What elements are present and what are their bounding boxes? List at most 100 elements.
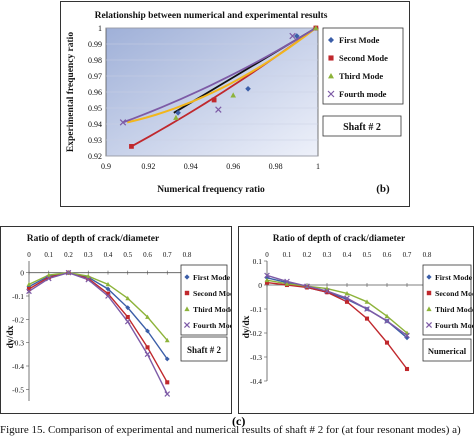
c1-xtick: 0.1 — [44, 251, 53, 259]
c1-xtick: 0.7 — [163, 251, 172, 259]
c2-point — [264, 277, 270, 283]
chart-b-svg: Relationship between numerical and exper… — [66, 11, 404, 195]
c2-point — [404, 332, 410, 339]
c1-point — [46, 275, 51, 280]
chart-b-xtick: 0.92 — [141, 162, 155, 171]
chart-c-right-svg: Ratio of depth of crack/diameter 0.1 0 -0.… — [242, 234, 474, 386]
c1-ytick: -0.2 — [12, 315, 24, 324]
chart-c-left-annotation: Shaft # 2 — [187, 345, 222, 355]
c2-point — [324, 290, 330, 295]
c2-point — [304, 283, 310, 290]
c1-ytick: -0.1 — [12, 292, 24, 301]
c2-ytick: -0.3 — [250, 353, 262, 362]
c2-point — [384, 313, 390, 319]
chart-b-point — [245, 86, 251, 92]
c1-point — [145, 314, 150, 319]
c2-legend-label: First Mode — [435, 273, 473, 282]
c2-point — [344, 299, 350, 304]
c2-ytick: 0 — [258, 281, 262, 290]
chart-b-ytick: 0.92 — [88, 152, 102, 161]
c2-xtick: 0.7 — [403, 251, 412, 259]
c2-xtick: 0.6 — [383, 251, 392, 259]
chart-b-panel-label: (b) — [376, 183, 390, 195]
c2-xtick: 0 — [265, 251, 269, 259]
c1-legend-marker — [183, 321, 191, 329]
chart-b-ytick: 0.96 — [88, 88, 102, 97]
c2-point — [284, 281, 290, 286]
chart-b-trend-line — [126, 27, 317, 124]
chart-c-left-legend: First Mode Second Mode Third Mode Fourth Mo… — [180, 264, 238, 336]
c2-ytick: -0.2 — [250, 329, 262, 338]
chart-b-legend-marker — [328, 55, 334, 61]
c1-xtick: 0.3 — [84, 251, 93, 259]
chart-c-right-panel: Ratio of depth of crack/diameter 0.1 0 -0.… — [238, 226, 474, 414]
c1-legend-marker — [184, 290, 190, 296]
chart-c-left-annotation-box — [180, 336, 228, 362]
chart-b-legend-marker — [327, 90, 335, 98]
chart-b-legend-marker — [328, 73, 334, 79]
chart-b-ytick: 0.97 — [88, 72, 102, 81]
c1-point — [26, 281, 32, 287]
c1-point — [26, 286, 32, 292]
c1-legend-marker — [184, 274, 190, 280]
chart-b-panel: Relationship between numerical and exper… — [60, 1, 410, 207]
c1-ytick: -0.5 — [12, 385, 24, 394]
c2-series-line — [266, 281, 408, 370]
chart-c-right-title: Ratio of depth of crack/diameter — [273, 234, 406, 244]
chart-b-ytick: 0.98 — [88, 56, 102, 65]
chart-b-point — [119, 119, 127, 126]
c2-point — [264, 280, 270, 285]
c2-point — [364, 299, 370, 304]
c1-point — [46, 272, 52, 277]
c2-point — [404, 335, 410, 341]
c2-xtick: 0.2 — [303, 251, 312, 259]
chart-b-ytick: 0.93 — [88, 136, 102, 145]
c2-point — [364, 306, 370, 312]
c1-point — [124, 318, 131, 325]
c2-legend-marker — [426, 290, 432, 296]
chart-b-point — [215, 106, 222, 113]
chart-c-left-ylabel: dy/dx — [6, 325, 16, 348]
chart-b-ytick: 0.95 — [88, 104, 102, 113]
chart-b-annotation: Shaft # 2 — [343, 122, 381, 133]
c1-series-line — [28, 271, 168, 360]
c2-point — [344, 295, 350, 302]
c2-legend-label: Third Mode — [435, 305, 473, 314]
c1-point — [85, 273, 91, 279]
chart-b-point — [230, 92, 236, 98]
chart-b-legend-marker — [328, 37, 334, 43]
c1-ytick: -0.3 — [12, 339, 24, 348]
chart-c-right-ylabel: dy/dx — [242, 315, 252, 338]
c1-legend-label: Second Mode — [193, 289, 231, 298]
c1-point — [165, 380, 170, 385]
c2-series-line — [266, 279, 408, 334]
chart-b-ylabel: Experimental frequency ratio — [66, 32, 76, 152]
c1-ytick: -0.4 — [12, 362, 24, 371]
chart-b-trend-line — [122, 27, 317, 124]
chart-b-point — [289, 32, 296, 40]
c1-point — [65, 269, 72, 276]
c1-point — [125, 295, 131, 301]
c2-legend-marker — [426, 306, 432, 312]
c1-point — [105, 291, 111, 296]
c1-xtick: 0 — [27, 251, 31, 259]
c2-point — [264, 272, 270, 279]
chart-b-point — [294, 33, 300, 39]
c1-legend-marker — [184, 306, 190, 312]
c1-point — [164, 337, 170, 343]
c2-xtick: 0.3 — [323, 251, 332, 259]
c2-legend-marker — [426, 274, 432, 280]
c2-legend-marker — [425, 321, 433, 329]
chart-b-legend-box — [322, 27, 404, 105]
c2-point — [284, 278, 290, 285]
c2-point — [344, 291, 350, 296]
chart-b-legend-label: Second Mode — [339, 53, 388, 63]
chart-c-left-panel: Ratio of depth of crack/diameter 0 -0.1 -0… — [0, 226, 238, 414]
c1-point — [125, 305, 131, 311]
c1-point — [26, 288, 32, 295]
c1-xtick: 0.2 — [64, 251, 73, 259]
c2-xtick: 0.1 — [283, 251, 292, 259]
c1-point — [105, 293, 111, 299]
c1-ytick: 0 — [20, 269, 24, 278]
c2-point — [324, 288, 330, 294]
